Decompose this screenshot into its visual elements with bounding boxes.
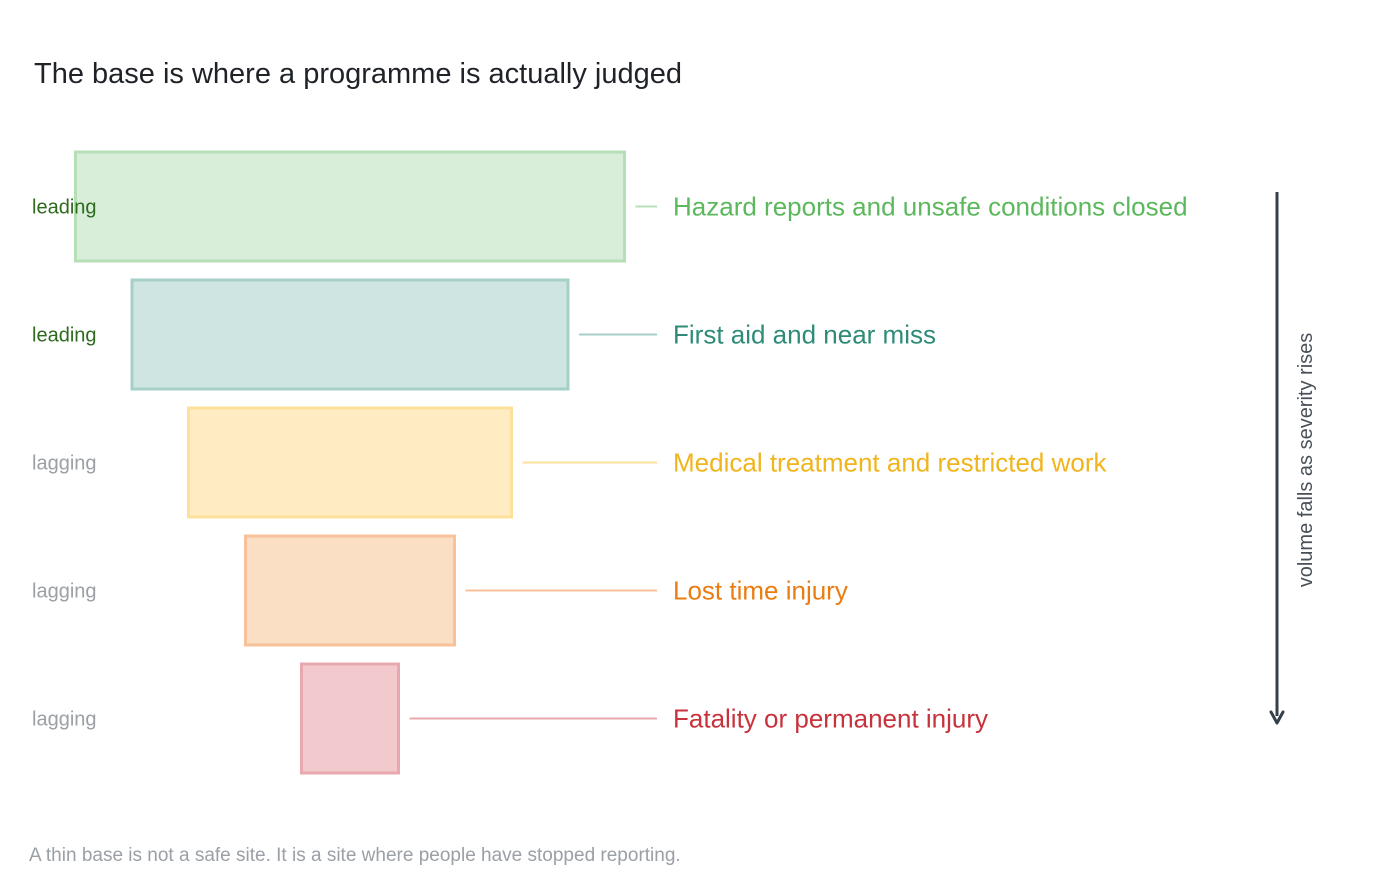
tier-label: Lost time injury xyxy=(673,576,848,606)
tier-label: Fatality or permanent injury xyxy=(673,704,988,734)
tier-kind-label: leading xyxy=(32,197,97,219)
tier-3: lagging Medical treatment and restricted … xyxy=(32,406,1108,519)
diagram-title: The base is where a programme is actuall… xyxy=(34,58,682,90)
tier-block xyxy=(300,662,400,775)
severity-axis: volume falls as severity rises xyxy=(1269,192,1317,725)
tier-label: First aid and near miss xyxy=(673,320,936,350)
tier-block xyxy=(130,278,570,391)
tier-4: lagging Lost time injury xyxy=(32,534,848,647)
tier-block xyxy=(187,406,513,519)
tier-kind-label: leading xyxy=(32,325,97,347)
tier-kind-label: lagging xyxy=(32,453,97,475)
tiers-layer: leading Hazard reports and unsafe conditi… xyxy=(32,150,1188,775)
tier-label: Hazard reports and unsafe conditions clo… xyxy=(673,192,1188,222)
tier-block xyxy=(244,534,456,647)
arrow-down-icon xyxy=(1269,710,1285,725)
footnote: A thin base is not a safe site. It is a … xyxy=(29,845,681,866)
tier-block xyxy=(74,150,626,263)
tier-1: leading Hazard reports and unsafe conditi… xyxy=(32,150,1188,263)
tier-2: leading First aid and near miss xyxy=(32,278,936,391)
tier-5: lagging Fatality or permanent injury xyxy=(32,662,988,775)
tier-kind-label: lagging xyxy=(32,709,97,731)
tier-label: Medical treatment and restricted work xyxy=(673,448,1108,478)
tier-kind-label: lagging xyxy=(32,581,97,603)
severity-axis-label: volume falls as severity rises xyxy=(1295,333,1317,588)
